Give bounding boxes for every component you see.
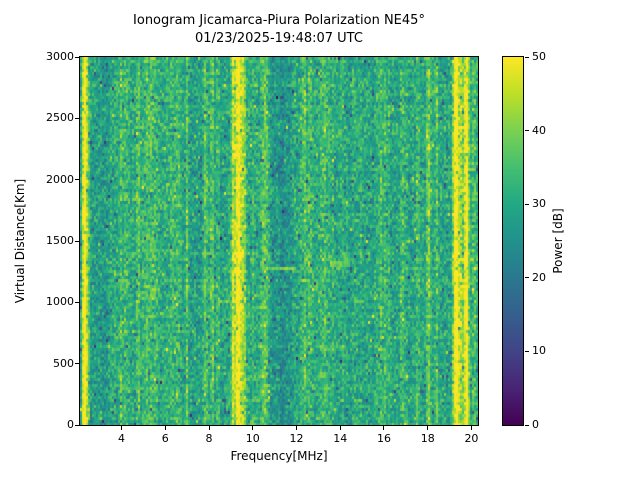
x-tick-mark	[121, 426, 123, 430]
x-tick-mark	[339, 426, 341, 430]
colorbar-label: Power [dB]	[551, 208, 565, 274]
colorbar-tick-mark	[525, 56, 529, 58]
colorbar-tick-label: 0	[532, 418, 539, 431]
x-axis-label: Frequency[MHz]	[230, 449, 328, 463]
y-tick-mark	[75, 240, 79, 242]
x-tick-mark	[295, 426, 297, 430]
colorbar-tick-label: 20	[532, 270, 546, 284]
y-tick-mark	[75, 301, 79, 303]
x-tick-mark	[208, 426, 210, 430]
chart-title-block: Ionogram Jicamarca-Piura Polarization NE…	[80, 12, 478, 48]
x-tick-label: 10	[245, 432, 260, 445]
plot-area	[79, 56, 479, 426]
y-tick-mark	[75, 179, 79, 181]
x-tick-label: 8	[205, 432, 213, 445]
y-tick-mark	[75, 56, 79, 58]
colorbar-tick-label: 10	[532, 344, 546, 358]
colorbar-tick-mark	[525, 350, 529, 352]
chart-subtitle-datetime: 01/23/2025-19:48:07 UTC	[195, 31, 363, 46]
y-tick-mark	[75, 363, 79, 365]
x-tick-label: 20	[464, 432, 479, 445]
colorbar-tick-mark	[525, 130, 529, 132]
colorbar-tick-label: 40	[532, 123, 546, 137]
colorbar-tick-mark	[525, 277, 529, 279]
colorbar	[502, 56, 524, 426]
y-tick-label: 2000	[46, 172, 74, 186]
x-tick-label: 6	[161, 432, 169, 445]
y-tick-label: 500	[53, 356, 74, 370]
y-tick-label: 1000	[46, 295, 74, 309]
x-tick-label: 4	[118, 432, 126, 445]
x-tick-label: 14	[333, 432, 348, 445]
colorbar-gradient	[503, 57, 523, 425]
y-tick-label: 0	[67, 418, 74, 431]
y-axis-label: Virtual Distance[Km]	[13, 178, 27, 304]
colorbar-tick-label: 30	[532, 197, 546, 211]
colorbar-tick-label: 50	[532, 50, 546, 63]
ionogram-heatmap	[80, 57, 478, 425]
x-tick-mark	[252, 426, 254, 430]
colorbar-tick-mark	[525, 424, 529, 426]
x-tick-mark	[427, 426, 429, 430]
x-tick-label: 16	[376, 432, 391, 445]
x-tick-mark	[470, 426, 472, 430]
y-tick-mark	[75, 424, 79, 426]
colorbar-tick-mark	[525, 203, 529, 205]
x-tick-label: 18	[420, 432, 435, 445]
y-tick-label: 3000	[46, 50, 74, 63]
y-tick-label: 2500	[46, 111, 74, 125]
chart-title: Ionogram Jicamarca-Piura Polarization NE…	[133, 13, 425, 28]
x-tick-label: 12	[289, 432, 304, 445]
y-tick-mark	[75, 117, 79, 119]
y-tick-label: 1500	[46, 234, 74, 247]
x-tick-mark	[164, 426, 166, 430]
x-tick-mark	[383, 426, 385, 430]
